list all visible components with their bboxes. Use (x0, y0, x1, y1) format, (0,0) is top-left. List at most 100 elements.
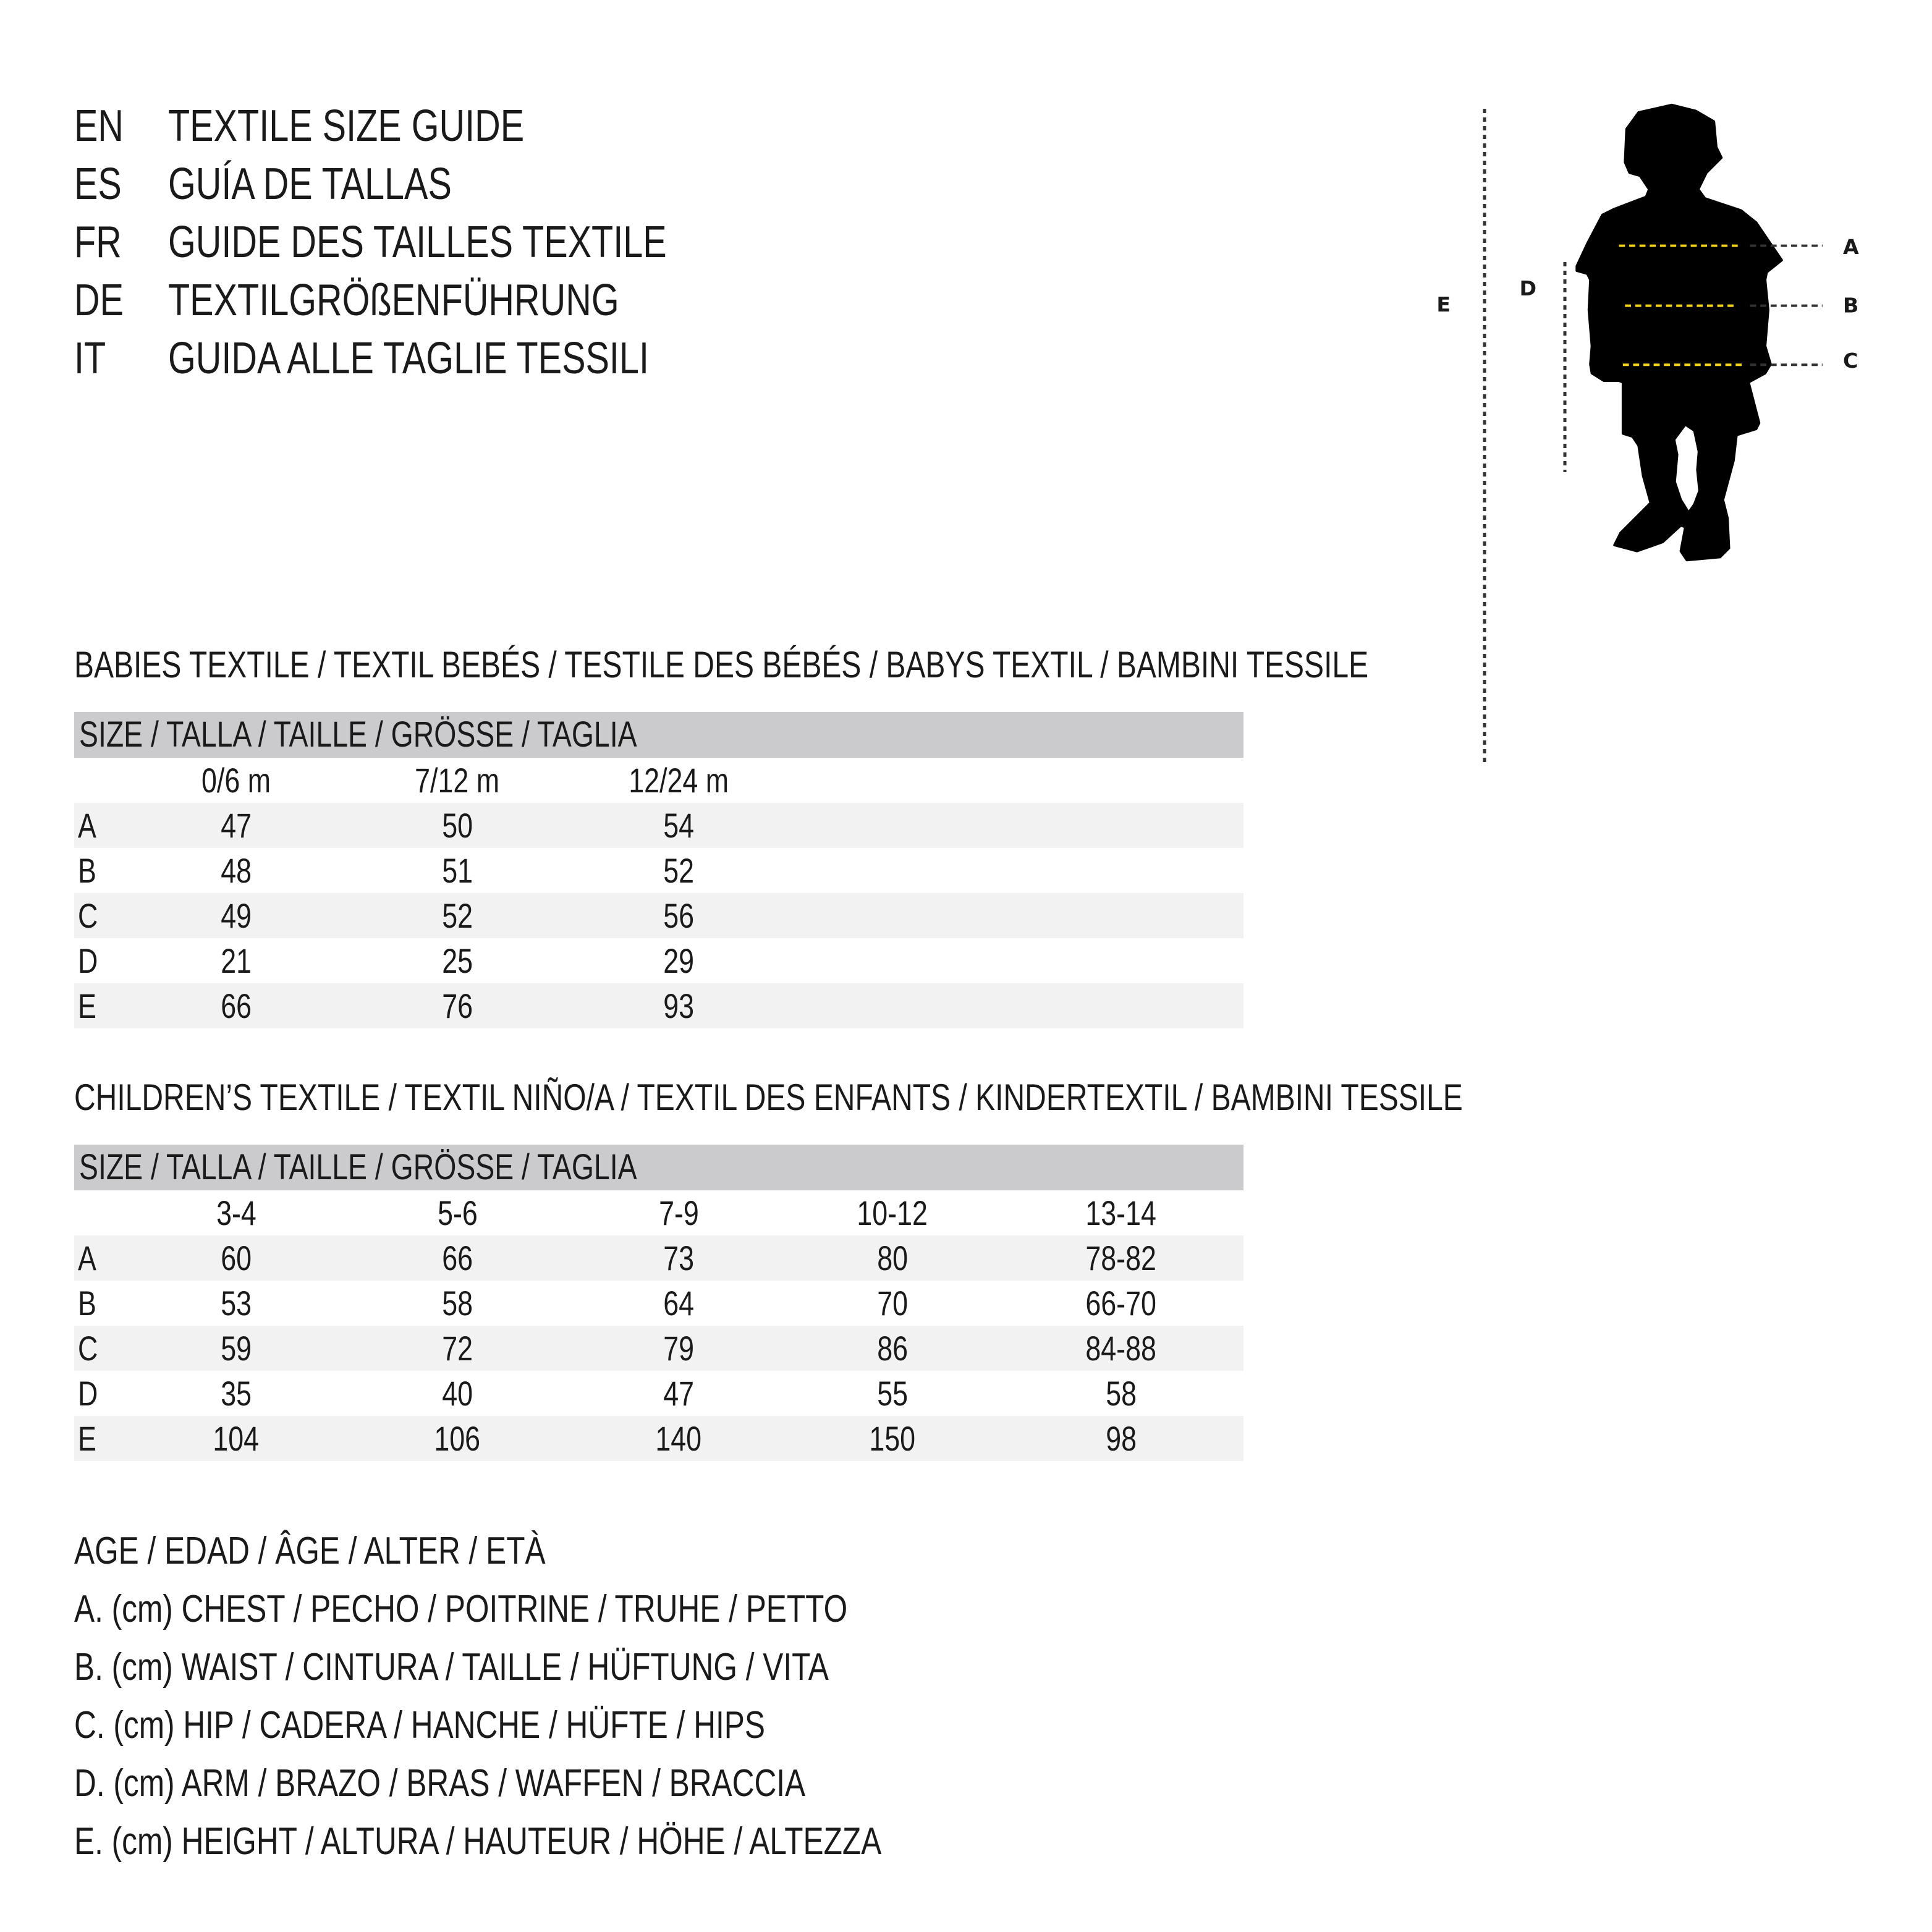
language-code-text: EN (74, 101, 124, 151)
cell-value: 93 (663, 986, 694, 1025)
column-header: 3-4 (143, 1190, 329, 1235)
cell-value: 70 (877, 1284, 908, 1323)
cell-value: 47 (221, 806, 252, 845)
title-text: GUIDA ALLE TAGLIE TESSILI (168, 331, 769, 386)
row-label: B (78, 848, 101, 893)
row-label-text: C (78, 1329, 98, 1368)
table-row: A 60 66 73 80 78-82 (74, 1235, 1244, 1281)
cell-value: 76 (442, 986, 473, 1025)
table-cell: 104 (143, 1416, 329, 1461)
table-cell: 93 (586, 983, 771, 1028)
child-silhouette-icon (1575, 103, 1783, 562)
table-cell: 55 (800, 1371, 985, 1416)
cell-value: 66-70 (1085, 1284, 1157, 1323)
column-header: 0/6 m (143, 758, 329, 803)
cell-value: 150 (869, 1419, 916, 1458)
column-header: 10-12 (800, 1190, 985, 1235)
table-cell: 40 (365, 1371, 550, 1416)
title-text: GUIDE DES TAILLES TEXTILE (168, 214, 791, 270)
cell-value: 60 (221, 1239, 252, 1277)
row-label: E (78, 983, 101, 1028)
size-header-bar: SIZE / TALLA / TAILLE / GRÖSSE / TAGLIA (74, 712, 1244, 758)
cell-value: 59 (221, 1329, 252, 1368)
language-code: EN (74, 98, 136, 154)
label-c: C (1843, 349, 1858, 373)
title-text-value: GUÍA DE TALLAS (168, 159, 452, 209)
legend-text: D. (cm) ARM / BRAZO / BRAS / WAFFEN / BR… (74, 1762, 806, 1805)
table-cell: 25 (365, 938, 550, 983)
table-cell: 86 (800, 1326, 985, 1371)
title-text: GUÍA DE TALLAS (168, 156, 523, 212)
row-label: D (78, 938, 103, 983)
cell-value: 78-82 (1085, 1239, 1157, 1277)
legend-item: B. (cm) WAIST / CINTURA / TAILLE / HÜFTU… (74, 1638, 1017, 1697)
row-label: A (78, 1235, 101, 1281)
language-code-text: ES (74, 159, 122, 209)
size-header-text: SIZE / TALLA / TAILLE / GRÖSSE / TAGLIA (79, 1147, 637, 1187)
language-code-text: DE (74, 276, 124, 325)
title-text-value: GUIDA ALLE TAGLIE TESSILI (168, 334, 649, 383)
cell-value: 58 (1106, 1374, 1137, 1413)
table-cell: 47 (586, 1371, 771, 1416)
row-label: A (78, 803, 101, 848)
cell-value: 52 (663, 851, 694, 890)
table-cell: 53 (143, 1281, 329, 1326)
cell-value: 51 (442, 851, 473, 890)
table-row: C 59 72 79 86 84-88 (74, 1326, 1244, 1371)
table-row: D 35 40 47 55 58 (74, 1371, 1244, 1416)
table-cell: 58 (365, 1281, 550, 1326)
table-cell: 80 (800, 1235, 985, 1281)
table-cell: 58 (1028, 1371, 1214, 1416)
cell-value: 29 (663, 941, 694, 980)
column-header-text: 10-12 (857, 1193, 928, 1232)
cell-value: 47 (663, 1374, 694, 1413)
row-label-text: A (78, 1239, 96, 1277)
table-row: E 104 106 140 150 98 (74, 1416, 1244, 1461)
column-header-text: 7-9 (658, 1193, 699, 1232)
table-cell: 70 (800, 1281, 985, 1326)
title-text-value: TEXTILGRÖßENFÜHRUNG (168, 276, 619, 325)
cell-value: 40 (442, 1374, 473, 1413)
cell-value: 53 (221, 1284, 252, 1323)
section-heading: BABIES TEXTILE / TEXTIL BEBÉS / TESTILE … (74, 640, 1692, 690)
language-code: DE (74, 273, 136, 328)
legend-item: A. (cm) CHEST / PECHO / POITRINE / TRUHE… (74, 1580, 1041, 1638)
table-cell: 49 (143, 893, 329, 938)
cell-value: 72 (442, 1329, 473, 1368)
section-heading-text: BABIES TEXTILE / TEXTIL BEBÉS / TESTILE … (74, 644, 1369, 685)
cell-value: 106 (434, 1419, 481, 1458)
label-e: E (1436, 292, 1451, 316)
title-text: TEXTILE SIZE GUIDE (168, 98, 613, 154)
title-text-value: TEXTILE SIZE GUIDE (168, 101, 525, 151)
table-cell: 98 (1028, 1416, 1214, 1461)
cell-value: 21 (221, 941, 252, 980)
size-table: SIZE / TALLA / TAILLE / GRÖSSE / TAGLIA 3… (74, 1145, 1244, 1461)
column-header: 7/12 m (365, 758, 550, 803)
table-cell: 51 (365, 848, 550, 893)
row-label-text: B (78, 851, 96, 890)
language-code: IT (74, 331, 114, 386)
table-row: A 47 50 54 (74, 803, 1244, 848)
cell-value: 64 (663, 1284, 694, 1323)
row-label-text: C (78, 896, 98, 935)
title-text: TEXTILGRÖßENFÜHRUNG (168, 273, 732, 328)
cell-value: 84-88 (1085, 1329, 1157, 1368)
cell-value: 86 (877, 1329, 908, 1368)
table-cell: 52 (586, 848, 771, 893)
section-heading: CHILDREN’S TEXTILE / TEXTIL NIÑO/A / TEX… (74, 1073, 1810, 1122)
table-cell: 50 (365, 803, 550, 848)
table-cell: 66 (365, 1235, 550, 1281)
table-cell: 59 (143, 1326, 329, 1371)
table-cell: 150 (800, 1416, 985, 1461)
table-row: D 21 25 29 (74, 938, 1244, 983)
cell-value: 48 (221, 851, 252, 890)
table-cell: 21 (143, 938, 329, 983)
table-cell: 66 (143, 983, 329, 1028)
table-cell: 72 (365, 1326, 550, 1371)
cell-value: 35 (221, 1374, 252, 1413)
table-cell: 84-88 (1028, 1326, 1214, 1371)
legend-text: AGE / EDAD / ÂGE / ALTER / ETÀ (74, 1530, 546, 1572)
table-row: C 49 52 56 (74, 893, 1244, 938)
table-cell: 35 (143, 1371, 329, 1416)
column-header: 5-6 (365, 1190, 550, 1235)
